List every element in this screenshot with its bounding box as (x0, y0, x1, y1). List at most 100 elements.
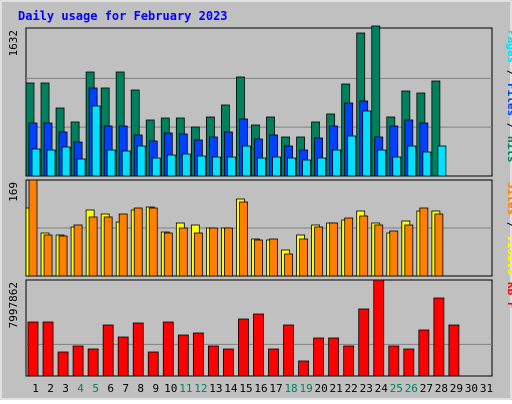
visits-panel-bar-sites (118, 213, 128, 277)
visits-panel-bar-sites (224, 227, 233, 277)
x-tick-label: 29 (450, 382, 463, 395)
x-tick-label: 22 (345, 382, 358, 395)
hits-panel-legend-separator: / (505, 63, 512, 83)
hits-panel-bar-pages (362, 110, 372, 177)
hits-panel-bar-pages (166, 154, 176, 177)
visits-panel-bar-sites (193, 232, 203, 277)
x-tick-label: 25 (390, 382, 403, 395)
kbytes-panel-bar-kb-f (192, 332, 204, 377)
kbytes-panel-bar-kb-f (162, 321, 174, 377)
kbytes-panel-bar-kb-f (207, 345, 219, 377)
hits-panel-bar-pages (196, 155, 206, 177)
visits-panel-bar-sites (28, 179, 38, 277)
x-tick-label: 27 (420, 382, 433, 395)
visits-panel-bar-sites (178, 227, 188, 277)
hits-panel-bar-hits (431, 80, 441, 177)
x-tick-label: 20 (315, 382, 328, 395)
kbytes-panel-bar-kb-f (433, 297, 445, 377)
hits-panel-bar-pages (136, 145, 146, 177)
kbytes-panel-bar-kb-f (313, 337, 325, 377)
x-tick-label: 13 (209, 382, 222, 395)
x-tick-label: 2 (47, 382, 54, 395)
visits-panel-bar-sites (344, 217, 354, 277)
kbytes-panel-bar-kb-f (253, 313, 264, 377)
visits-panel-bar-sites (208, 227, 218, 277)
hits-panel-bar-pages (332, 149, 342, 177)
visits-panel-bar-sites (389, 230, 399, 277)
hits-panel-bar-pages (242, 145, 251, 177)
hits-panel-legend: Pages / Files / Hits (505, 30, 512, 163)
visits-panel-bar-sites (239, 201, 248, 277)
visits-panel-bar-sites (163, 232, 173, 277)
kbytes-panel-bar-kb-f (358, 308, 370, 377)
hits-panel-bar-pages (211, 156, 221, 177)
kbytes-panel-bar-kb-f (283, 324, 294, 377)
hits-panel-bar-pages (151, 157, 161, 177)
x-tick-label: 16 (254, 382, 267, 395)
visits-sites-panel: 169 Sites / Visits (7, 179, 512, 277)
kbytes-panel-bar-kb-f (147, 351, 159, 377)
kbytes-panel-bar-kb-f (117, 336, 129, 377)
x-tick-label: 18 (284, 382, 297, 395)
hits-panel-bar-pages (31, 148, 41, 177)
hits-panel-legend-separator: / (505, 116, 512, 136)
visits-panel-bar-sites (419, 207, 429, 277)
hits-panel-bar-pages (437, 145, 447, 177)
visits-panel-legend-sites: Sites (505, 182, 512, 215)
visits-panel-bar-sites (269, 238, 278, 277)
chart-title: Daily usage for February 2023 (18, 9, 228, 23)
visits-panel-bar-sites (284, 253, 293, 277)
visits-panel-bar-sites (329, 222, 339, 277)
x-axis-day-labels: 1 2 3 4 5 6 7 8 9 10 11 12 13 14 15 16 17 18 19 20 21 22 23 24 2… (32, 382, 493, 395)
visits-panel-legend-separator: / (505, 215, 512, 235)
visits-panel-legend: Sites / Visits (505, 182, 512, 275)
hits-panel-bar-pages (407, 145, 417, 177)
hits-files-pages-panel: 1632 Pages / Files / Hits (7, 25, 512, 177)
hits-panel-legend-hits: Hits (505, 136, 512, 163)
x-tick-label: 10 (164, 382, 177, 395)
hits-panel-bar-pages (257, 157, 266, 177)
kbytes-panel-bar-kb-f (87, 348, 99, 377)
kbytes-panel-bar-kb-f (298, 360, 309, 377)
visits-panel-bar-sites (254, 239, 263, 277)
hits-panel-bar-pages (272, 156, 281, 177)
x-tick-label: 30 (465, 382, 478, 395)
hits-panel-bar-pages (76, 158, 86, 177)
kbytes-panel-bar-kb-f (72, 345, 84, 377)
kbytes-panel-bar-kb-f (57, 351, 69, 377)
hits-panel-max-label: 1632 (7, 30, 20, 57)
kbytes-panel-bar-kb-f (42, 321, 54, 377)
visits-panel-legend-visits: Visits (505, 235, 512, 275)
x-tick-label: 28 (435, 382, 448, 395)
x-tick-label: 5 (92, 382, 99, 395)
x-tick-label: 12 (194, 382, 207, 395)
hits-panel-bar-pages (377, 149, 387, 177)
kbytes-panel-bar-kb-f (102, 324, 114, 377)
visits-panel-bar-sites (148, 207, 158, 277)
visits-panel-bar-sites (73, 224, 83, 277)
x-tick-label: 8 (137, 382, 144, 395)
hits-panel-legend-pages: Pages (505, 30, 512, 63)
hits-panel-bar-pages (61, 146, 71, 177)
kbytes-panel-bar-kb-f (448, 324, 460, 377)
hits-panel-bar-pages (392, 156, 402, 177)
x-tick-label: 3 (62, 382, 69, 395)
hits-panel-bar-pages (287, 157, 296, 177)
kbytes-panel-bar-kb-f (373, 279, 385, 377)
x-tick-label: 31 (480, 382, 493, 395)
kbytes-panel-bar-kb-f (403, 348, 415, 377)
x-tick-label: 26 (405, 382, 418, 395)
kbytes-panel-legend-kb-f: KB F (505, 282, 512, 309)
kbytes-panel: 7997862 KB F (7, 279, 512, 377)
visits-panel-bar-sites (88, 216, 98, 277)
kbytes-panel-max-label: 7997862 (7, 282, 20, 328)
kbytes-panel-bar-kb-f (238, 318, 249, 377)
x-tick-label: 15 (239, 382, 252, 395)
visits-panel-bar-sites (359, 215, 369, 277)
kbytes-panel-bar-kb-f (328, 337, 340, 377)
visits-panel-bar-sites (404, 224, 414, 277)
kbytes-panel-bar-kb-f (27, 321, 39, 377)
